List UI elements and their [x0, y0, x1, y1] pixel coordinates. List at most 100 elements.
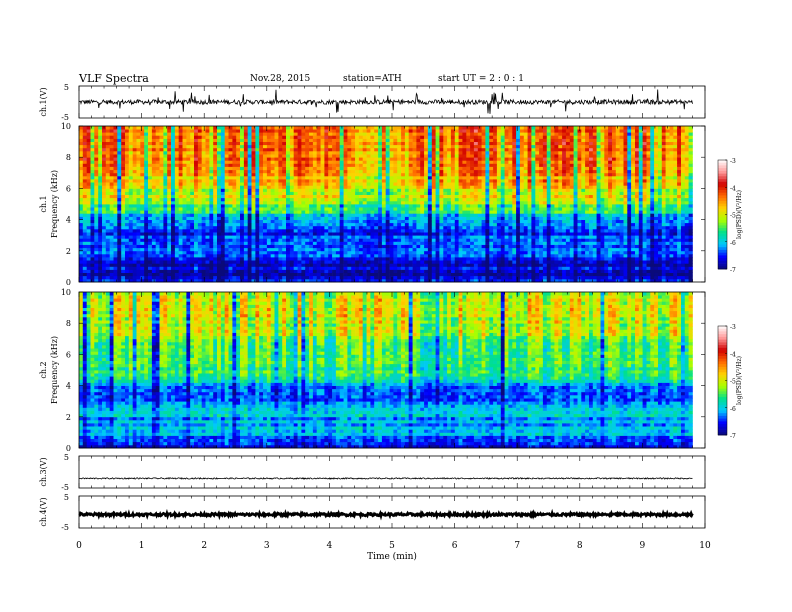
spectrogram-cell	[412, 229, 417, 233]
spectrogram-cell	[148, 157, 153, 161]
spectrogram-cell	[370, 253, 375, 258]
spectrogram-cell	[132, 272, 137, 277]
spectrogram-cell	[109, 250, 114, 255]
spectrogram-cell	[305, 175, 310, 180]
spectrogram-cell	[251, 213, 256, 217]
spectrogram-cell	[320, 244, 325, 249]
spectrogram-cell	[240, 275, 245, 280]
spectrogram-cell	[236, 241, 241, 245]
spectrogram-cell	[374, 272, 379, 277]
spectrogram-cell	[293, 160, 298, 164]
spectrogram-cell	[270, 151, 275, 155]
spectrogram-cell	[381, 204, 387, 208]
spectrogram-cell	[312, 182, 318, 186]
spectrogram-cell	[167, 222, 172, 227]
spectrogram-cell	[255, 238, 260, 242]
spectrogram-cell	[351, 253, 356, 258]
spectrogram-cell	[286, 185, 291, 189]
spectrogram-cell	[140, 204, 145, 208]
spectrogram-cell	[109, 263, 114, 267]
spectrogram-cell	[105, 182, 110, 186]
spectrogram-cell	[347, 151, 352, 155]
spectrogram-cell	[374, 219, 379, 224]
spectrogram-cell	[358, 182, 364, 186]
spectrogram-cell	[351, 263, 356, 267]
spectrogram-cell	[297, 163, 302, 167]
spectrogram-cell	[424, 144, 429, 149]
spectrogram-cell	[178, 197, 183, 202]
spectrogram-cell	[121, 141, 126, 146]
spectrogram-cell	[263, 151, 268, 155]
spectrogram-cell	[401, 157, 406, 161]
spectrogram-cell	[389, 235, 394, 239]
spectrogram-cell	[132, 210, 137, 214]
spectrogram-cell	[155, 247, 160, 252]
spectrogram-cell	[90, 216, 95, 220]
spectrogram-cell	[155, 194, 160, 199]
spectrogram-cell	[144, 272, 149, 277]
spectrogram-cell	[404, 175, 410, 180]
spectrogram-cell	[236, 244, 241, 249]
spectrogram-cell	[266, 197, 272, 202]
spectrogram-cell	[381, 126, 387, 130]
spectrogram-cell	[427, 191, 433, 195]
spectrogram-cell	[228, 169, 233, 174]
spectrogram-cell	[263, 144, 268, 149]
spectrogram-cell	[236, 222, 241, 227]
spectrogram-cell	[209, 132, 214, 136]
spectrogram-cell	[197, 278, 203, 283]
spectrogram-cell	[324, 238, 329, 242]
spectrogram-cell	[251, 157, 256, 161]
spectrogram-cell	[113, 257, 118, 261]
spectrogram-cell	[205, 191, 210, 195]
spectrogram-cell	[113, 182, 118, 186]
spectrogram-cell	[163, 269, 168, 273]
spectrogram-cell	[366, 260, 371, 264]
spectrogram-cell	[190, 229, 195, 233]
spectrogram-cell	[247, 135, 252, 139]
spectrogram-cell	[443, 278, 448, 283]
ch1-waveform-panel: 5-5ch.1(V)	[39, 83, 706, 122]
spectrogram-cell	[121, 175, 126, 180]
spectrogram-cell	[224, 172, 229, 177]
spectrogram-cell	[366, 185, 371, 189]
spectrogram-cell	[79, 207, 84, 211]
spectrogram-cell	[447, 172, 452, 177]
spectrogram-cell	[186, 141, 191, 146]
spectrogram-cell	[201, 238, 206, 242]
spectrogram-cell	[136, 216, 141, 220]
spectrogram-cell	[171, 266, 176, 270]
spectrogram-cell	[320, 278, 325, 283]
spectrogram-cell	[117, 216, 122, 220]
spectrogram-cell	[332, 132, 337, 136]
spectrogram-cell	[343, 225, 348, 230]
spectrogram-cell	[358, 147, 364, 152]
spectrogram-cell	[362, 185, 367, 189]
spectrogram-cell	[144, 138, 149, 142]
spectrogram-cell	[401, 238, 406, 242]
spectrogram-cell	[416, 135, 421, 139]
spectrogram-cell	[366, 154, 371, 158]
spectrogram-cell	[266, 213, 272, 217]
spectrogram-cell	[86, 229, 91, 233]
spectrogram-cell	[190, 179, 195, 183]
spectrogram-cell	[270, 147, 275, 152]
spectrogram-cell	[439, 266, 444, 270]
spectrogram-cell	[416, 241, 421, 245]
spectrogram-cell	[194, 129, 199, 133]
spectrogram-cell	[389, 147, 394, 152]
spectrogram-cell	[220, 135, 226, 139]
spectrogram-cell	[332, 275, 337, 280]
spectrogram-cell	[316, 278, 321, 283]
spectrogram-cell	[266, 225, 272, 230]
spectrogram-cell	[412, 132, 417, 136]
spectrogram-cell	[109, 194, 114, 199]
spectrogram-cell	[117, 138, 122, 142]
spectrogram-cell	[259, 210, 264, 214]
spectrogram-cell	[297, 154, 302, 158]
spectrogram-cell	[404, 210, 410, 214]
spectrogram-cell	[144, 278, 149, 283]
spectrogram-cell	[243, 175, 249, 180]
spectrogram-cell	[366, 169, 371, 174]
spectrogram-cell	[98, 169, 103, 174]
